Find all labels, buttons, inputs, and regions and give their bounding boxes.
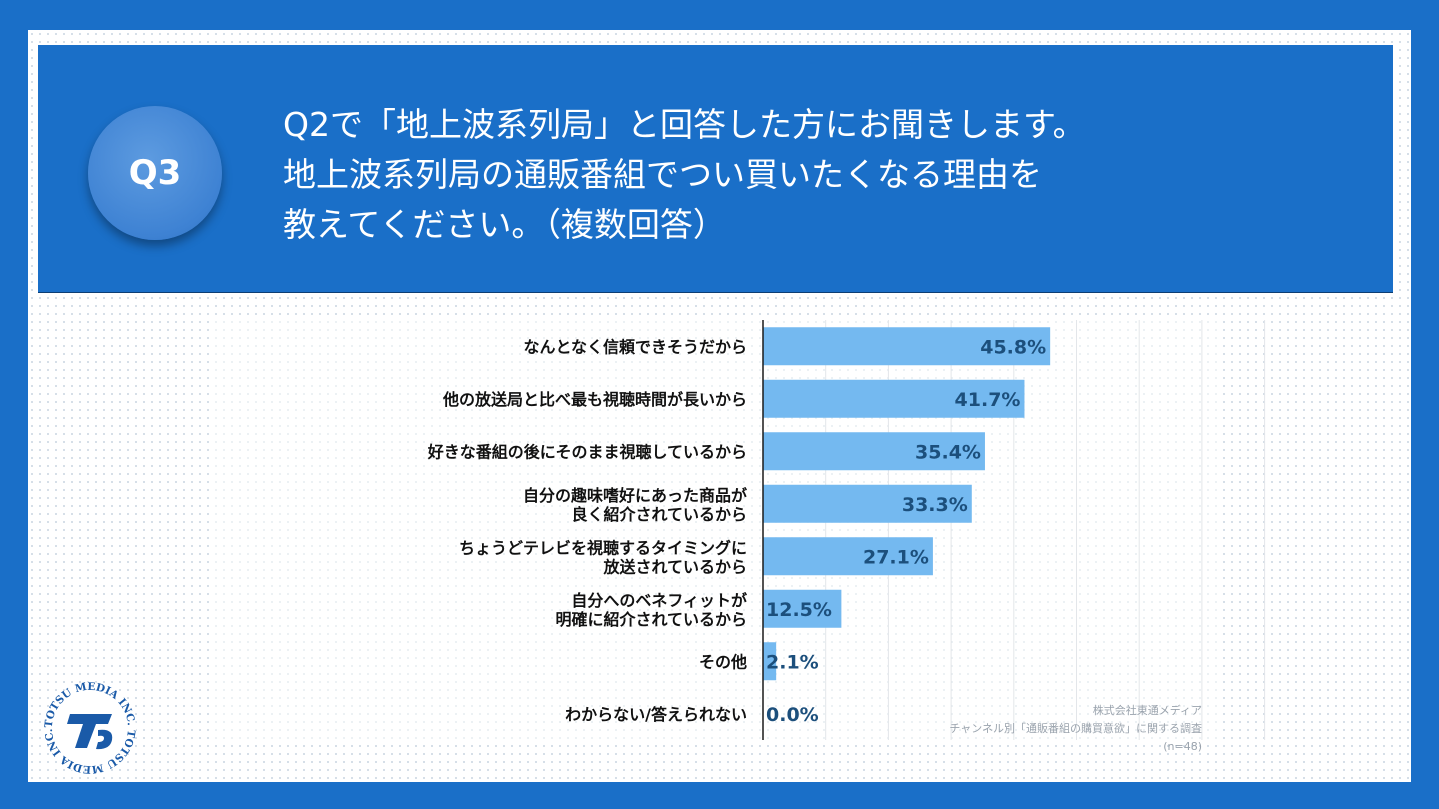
category-label: その他 (699, 652, 747, 671)
logo-mark (67, 714, 113, 750)
data-label: 0.0% (766, 704, 819, 726)
question-text: Q2で「地上波系列局」と回答した方にお聞きします。 地上波系列局の通販番組でつい… (283, 100, 1343, 250)
question-line-2: 地上波系列局の通販番組でつい買いたくなる理由を (283, 155, 1042, 194)
bar (763, 589, 842, 628)
question-number-text: Q3 (128, 153, 182, 193)
bar (763, 484, 972, 523)
question-line-1: Q2で「地上波系列局」と回答した方にお聞きします。 (283, 105, 1086, 144)
data-label: 45.8% (980, 336, 1046, 358)
category-label: なんとなく信頼できそうだから (523, 337, 747, 356)
data-label: 41.7% (955, 389, 1021, 411)
source-note: 株式会社東通メディア チャンネル別「通販番組の購買意欲」に関する調査 (n=48… (949, 702, 1202, 756)
question-header (38, 45, 1393, 292)
bar (763, 327, 1051, 366)
company-logo: TOTSU MEDIA INC. TOTSU MEDIA INC. (43, 681, 137, 776)
category-label: 他の放送局と比べ最も視聴時間が長いから (442, 390, 747, 409)
bar (763, 379, 1025, 418)
question-line-3: 教えてください。（複数回答） (283, 205, 726, 244)
category-label: 放送されているから (602, 557, 747, 576)
category-label: 自分の趣味嗜好にあった商品が (523, 486, 747, 505)
category-label: 好きな番組の後にそのまま視聴しているから (427, 442, 747, 461)
category-label: 良く紹介されているから (571, 505, 747, 524)
data-label: 2.1% (766, 651, 819, 673)
category-label: ちょうどテレビを視聴するタイミングに (459, 538, 747, 557)
bar (763, 432, 985, 471)
category-label: 明確に紹介されているから (555, 610, 747, 629)
source-company: 株式会社東通メディア (1092, 704, 1202, 717)
chart-plot-background (212, 320, 1220, 740)
data-label: 35.4% (915, 441, 981, 463)
question-number-badge: Q3 (88, 106, 222, 240)
category-label: 自分へのベネフィットが (571, 591, 747, 610)
category-label: わからない/答えられない (565, 705, 747, 724)
data-label: 12.5% (766, 599, 832, 621)
source-sample-size: (n=48) (1163, 740, 1202, 753)
bar (763, 642, 777, 681)
bar (763, 537, 933, 576)
data-label: 27.1% (863, 546, 929, 568)
data-label: 33.3% (902, 494, 968, 516)
source-survey: チャンネル別「通販番組の購買意欲」に関する調査 (949, 722, 1202, 735)
